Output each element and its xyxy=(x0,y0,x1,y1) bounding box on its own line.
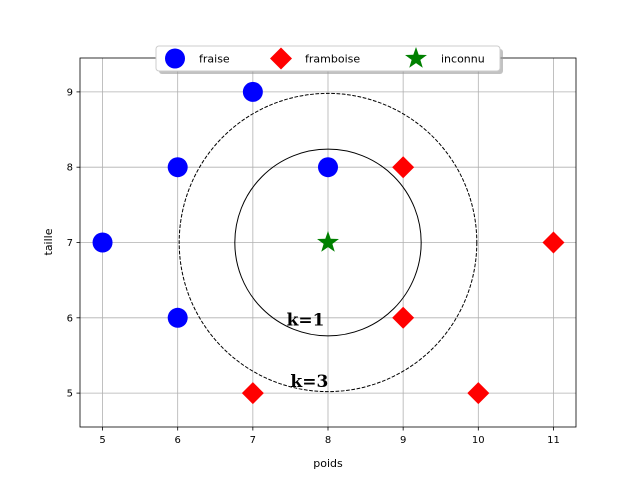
framboise-point xyxy=(392,156,415,179)
x-tick-label: 8 xyxy=(325,435,331,446)
annotations: k=1 k=3 xyxy=(287,310,329,392)
y-tick-label: 9 xyxy=(67,87,73,98)
legend-inconnu-marker xyxy=(405,47,427,68)
legend-framboise-marker xyxy=(270,47,292,70)
fraise-point xyxy=(242,81,263,102)
data-points xyxy=(92,81,565,405)
annotation-label: k=1 xyxy=(287,310,325,330)
framboise-point xyxy=(392,306,415,329)
fraise-point xyxy=(167,307,188,328)
y-axis-ticks: 5 6 7 8 9 xyxy=(67,87,80,400)
framboise-point xyxy=(542,231,565,254)
x-tick-label: 11 xyxy=(547,435,560,446)
inconnu-point xyxy=(317,231,339,252)
x-axis-ticks: 5 6 7 8 9 10 11 xyxy=(99,427,560,446)
x-tick-label: 10 xyxy=(472,435,485,446)
fraise-point xyxy=(92,232,113,253)
fraise-point xyxy=(318,157,338,178)
x-tick-label: 6 xyxy=(175,435,181,446)
x-tick-label: 7 xyxy=(250,435,256,446)
fraise-point xyxy=(167,157,188,178)
y-tick-label: 5 xyxy=(67,389,73,400)
legend-framboise-label: framboise xyxy=(305,53,360,66)
y-tick-label: 7 xyxy=(67,238,73,249)
y-tick-label: 8 xyxy=(67,163,73,174)
grid xyxy=(80,58,576,427)
legend-box xyxy=(155,45,501,72)
framboise-point xyxy=(241,382,264,405)
legend-inconnu-label: inconnu xyxy=(441,53,485,66)
legend-fraise-label: fraise xyxy=(199,53,230,66)
y-axis-label: taille xyxy=(42,228,55,255)
y-tick-label: 6 xyxy=(67,313,73,324)
legend: fraise framboise inconnu xyxy=(155,45,503,74)
legend-fraise-marker xyxy=(165,48,185,69)
k3-circle xyxy=(178,92,478,393)
x-tick-label: 9 xyxy=(400,435,406,446)
x-axis-label: poids xyxy=(313,457,343,470)
k-circles xyxy=(178,92,478,393)
x-tick-label: 5 xyxy=(99,435,105,446)
k1-circle xyxy=(234,148,422,337)
annotation-label: k=3 xyxy=(290,372,328,392)
framboise-point xyxy=(467,382,490,405)
